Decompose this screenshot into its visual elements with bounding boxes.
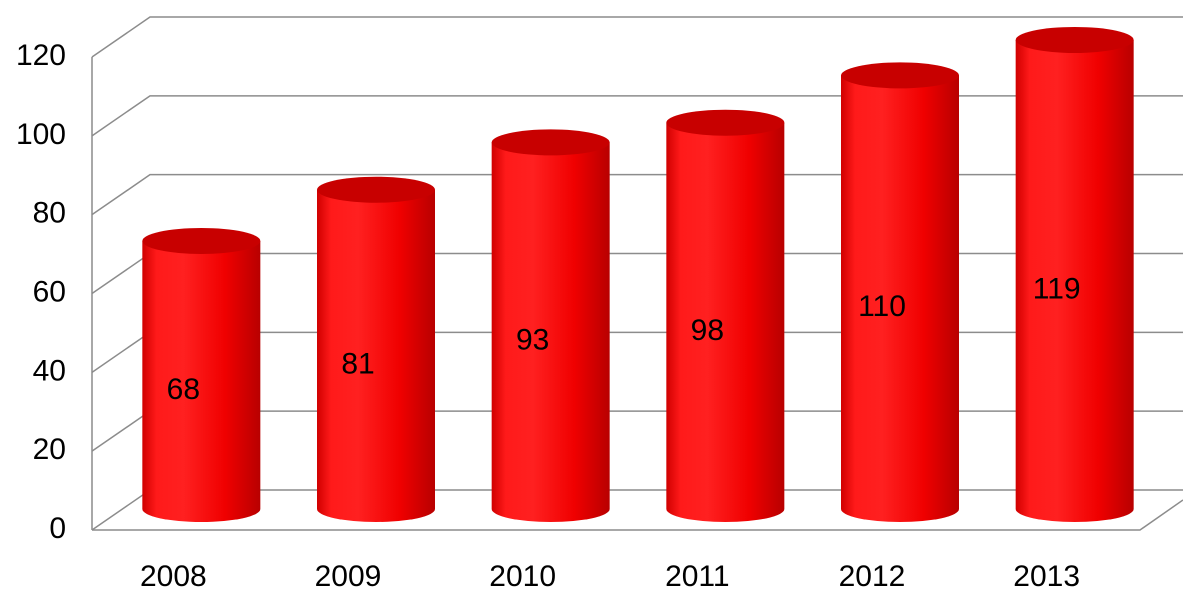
x-tick-label: 2012	[839, 560, 906, 593]
y-tick-label: 120	[16, 39, 66, 72]
data-label: 110	[858, 290, 906, 323]
x-tick-label: 2013	[1013, 560, 1080, 593]
x-tick-label: 2010	[489, 560, 556, 593]
y-tick-label: 0	[49, 512, 66, 545]
cylinder-body	[142, 240, 261, 522]
floor-edge	[92, 499, 1183, 531]
data-label: 119	[1033, 272, 1081, 305]
data-label: 81	[341, 347, 374, 380]
data-label: 68	[167, 373, 200, 406]
y-tick-label: 20	[33, 433, 66, 466]
data-label: 93	[516, 324, 549, 357]
cylinder-top	[1015, 26, 1134, 53]
x-tick-label: 2011	[665, 560, 730, 593]
y-tick-label: 40	[33, 354, 66, 387]
cylinder-top	[666, 109, 785, 136]
cylinder-body	[841, 75, 959, 523]
cylinder-top	[491, 129, 610, 156]
data-label: 98	[691, 314, 724, 347]
cylinder-body	[317, 189, 435, 522]
y-tick-label: 80	[33, 197, 66, 230]
cylinder-top	[142, 227, 261, 254]
x-tick-label: 2008	[140, 560, 207, 593]
grid-line	[91, 16, 1183, 58]
cylinder-body	[666, 122, 785, 522]
y-tick-label: 100	[16, 118, 66, 151]
x-tick-label: 2009	[315, 560, 382, 593]
cylinder-body	[491, 142, 610, 523]
grid-line	[91, 173, 1183, 216]
cylinder-body	[1015, 39, 1134, 523]
y-tick-label: 60	[33, 275, 66, 308]
cylinder-top	[317, 176, 435, 203]
grid-line	[91, 95, 1183, 137]
cylinder-top	[841, 62, 959, 89]
